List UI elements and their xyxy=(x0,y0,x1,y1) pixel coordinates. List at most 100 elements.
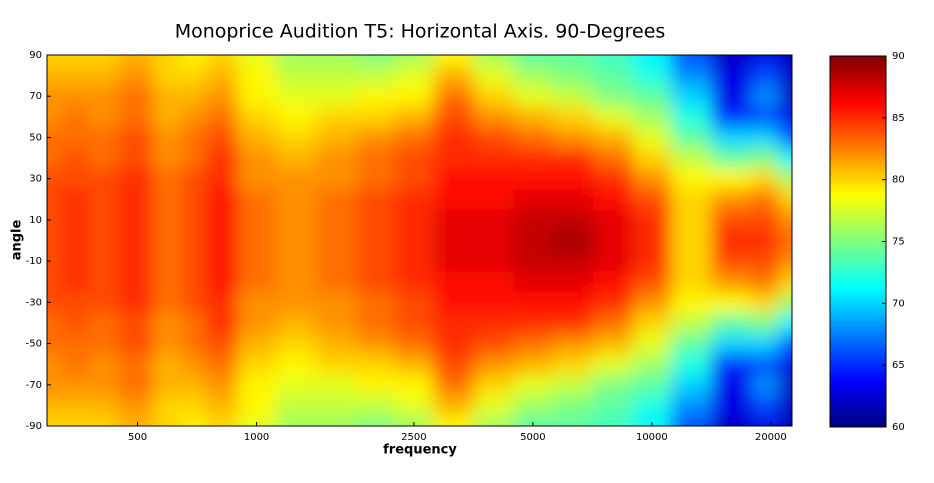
heat-cell xyxy=(433,209,475,231)
heat-cell xyxy=(552,127,594,149)
heat-cell xyxy=(474,333,515,355)
heat-cell xyxy=(513,127,554,149)
heat-cell xyxy=(593,127,634,149)
heat-cell xyxy=(513,271,554,293)
heat-cell xyxy=(779,55,792,66)
heat-cell xyxy=(751,168,780,190)
heat-cell xyxy=(394,230,435,252)
heat-cell xyxy=(751,127,780,149)
heat-cell xyxy=(47,127,64,149)
heatmap xyxy=(47,55,792,426)
heat-cell xyxy=(237,209,277,231)
heat-cell xyxy=(316,415,357,426)
heat-cell xyxy=(47,415,64,426)
heat-cell xyxy=(356,188,396,211)
heat-cell xyxy=(63,188,89,211)
heat-cell xyxy=(671,65,712,87)
heat-cell xyxy=(275,271,317,293)
heat-cell xyxy=(356,209,396,231)
heat-cell xyxy=(206,55,238,66)
heat-cell xyxy=(118,147,154,169)
heat-cell xyxy=(237,292,277,314)
heat-cell xyxy=(394,353,435,375)
heat-cell xyxy=(671,374,712,396)
heat-cell xyxy=(87,188,119,211)
heat-cell xyxy=(593,230,634,252)
heat-cell xyxy=(433,168,475,190)
heat-cell xyxy=(474,353,515,375)
heat-cell xyxy=(275,312,317,334)
colorbar-tick-label: 80 xyxy=(892,175,905,186)
heat-cell xyxy=(206,333,238,355)
heat-cell xyxy=(87,65,119,87)
heat-cell xyxy=(47,271,64,293)
heat-cell xyxy=(474,106,515,128)
heat-cell xyxy=(632,168,672,190)
heat-cell xyxy=(474,209,515,231)
heat-cell xyxy=(779,127,792,149)
heat-cell xyxy=(671,85,712,108)
y-tick-label: 90 xyxy=(29,50,42,61)
heat-cell xyxy=(153,168,183,190)
heat-cell xyxy=(153,374,183,396)
heat-cell xyxy=(47,209,64,231)
heat-cell xyxy=(632,127,672,149)
heat-cell xyxy=(182,65,208,87)
heat-cell xyxy=(182,230,208,252)
heat-cell xyxy=(433,374,475,396)
heat-cell xyxy=(474,65,515,87)
heat-cell xyxy=(593,188,634,211)
heat-cell xyxy=(356,271,396,293)
y-tick-label: -50 xyxy=(26,339,42,350)
heat-cell xyxy=(711,209,753,231)
heat-cell xyxy=(206,415,238,426)
heat-cell xyxy=(779,65,792,87)
heat-cell xyxy=(513,230,554,252)
heat-cell xyxy=(711,230,753,252)
heat-cell xyxy=(47,106,64,128)
heat-cell xyxy=(153,230,183,252)
heat-cell xyxy=(47,147,64,169)
heat-cell xyxy=(751,209,780,231)
heat-cell xyxy=(275,65,317,87)
heat-cell xyxy=(118,415,154,426)
x-tick-label: 20000 xyxy=(755,432,787,443)
heat-cell xyxy=(552,55,594,66)
heat-cell xyxy=(237,353,277,375)
heat-cell xyxy=(206,188,238,211)
heat-cell xyxy=(474,415,515,426)
heat-cell xyxy=(513,374,554,396)
colorbar-tick-label: 65 xyxy=(892,360,905,371)
heat-cell xyxy=(513,147,554,169)
heat-cell xyxy=(118,127,154,149)
heat-cell xyxy=(237,188,277,211)
heat-cell xyxy=(632,374,672,396)
heat-cell xyxy=(47,292,64,314)
heat-cell xyxy=(593,333,634,355)
heat-cell xyxy=(474,292,515,314)
heat-cell xyxy=(711,147,753,169)
heat-cell xyxy=(47,188,64,211)
heat-cell xyxy=(182,415,208,426)
heat-cell xyxy=(751,85,780,108)
heat-cell xyxy=(356,230,396,252)
heat-cell xyxy=(552,230,594,252)
heat-cell xyxy=(153,312,183,334)
heat-cell xyxy=(316,188,357,211)
heat-cell xyxy=(593,85,634,108)
heat-cell xyxy=(513,65,554,87)
heat-cell xyxy=(474,147,515,169)
heat-cell xyxy=(593,209,634,231)
heat-cell xyxy=(206,65,238,87)
heat-cell xyxy=(47,374,64,396)
plot-frame xyxy=(46,54,793,427)
axes: 500 1000 2500 5000 10000 20000 -90 -70 -50 -30 -10… xyxy=(26,50,905,443)
heat-cell xyxy=(87,55,119,66)
heat-cell xyxy=(275,353,317,375)
heat-cell xyxy=(275,374,317,396)
heat-cell xyxy=(671,292,712,314)
heat-cell xyxy=(87,292,119,314)
heat-cell xyxy=(632,250,672,272)
heat-cell xyxy=(711,55,753,66)
heat-cell xyxy=(275,292,317,314)
